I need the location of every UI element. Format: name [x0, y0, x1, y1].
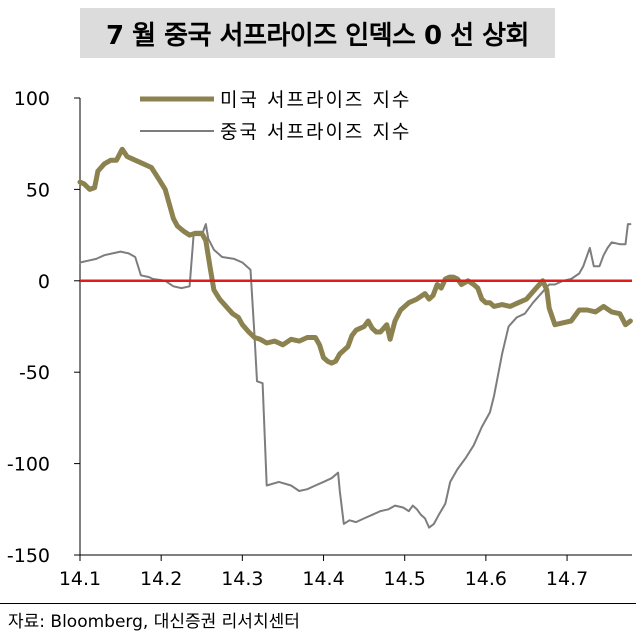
divider	[0, 603, 636, 604]
legend-label-china: 중국 서프라이즈 지수	[220, 121, 411, 143]
series-layer	[77, 146, 633, 529]
axes: 100 50 0 -50 -100 -150 14.1 14.2 14.3 14.4 14.5 14.…	[7, 88, 632, 590]
y-tick-label: 50	[26, 179, 50, 201]
y-tick-label: -100	[7, 454, 50, 476]
x-tick-label: 14.3	[221, 568, 263, 590]
x-tick-label: 14.5	[384, 568, 426, 590]
y-tick-label: -150	[7, 545, 50, 567]
series-line-us	[77, 146, 633, 366]
y-tick-label: 0	[38, 271, 50, 293]
x-tick-label: 14.7	[546, 568, 588, 590]
series-line-china	[79, 223, 632, 529]
x-tick-label: 14.4	[302, 568, 344, 590]
legend-label-us: 미국 서프라이즈 지수	[220, 89, 411, 111]
x-tick-label: 14.6	[465, 568, 507, 590]
x-tick-label: 14.2	[140, 568, 182, 590]
x-tick-label: 14.1	[59, 568, 101, 590]
chart-title: 7 월 중국 서프라이즈 인덱스 0 선 상회	[106, 20, 529, 51]
line-chart: 100 50 0 -50 -100 -150 14.1 14.2 14.3 14.4 14.5 14.…	[7, 88, 633, 590]
y-tick-label: -50	[19, 362, 50, 384]
source-note: 자료: Bloomberg, 대신증권 리서치센터	[8, 612, 300, 632]
y-tick-label: 100	[14, 88, 50, 110]
title-box: 7 월 중국 서프라이즈 인덱스 0 선 상회	[80, 8, 555, 58]
